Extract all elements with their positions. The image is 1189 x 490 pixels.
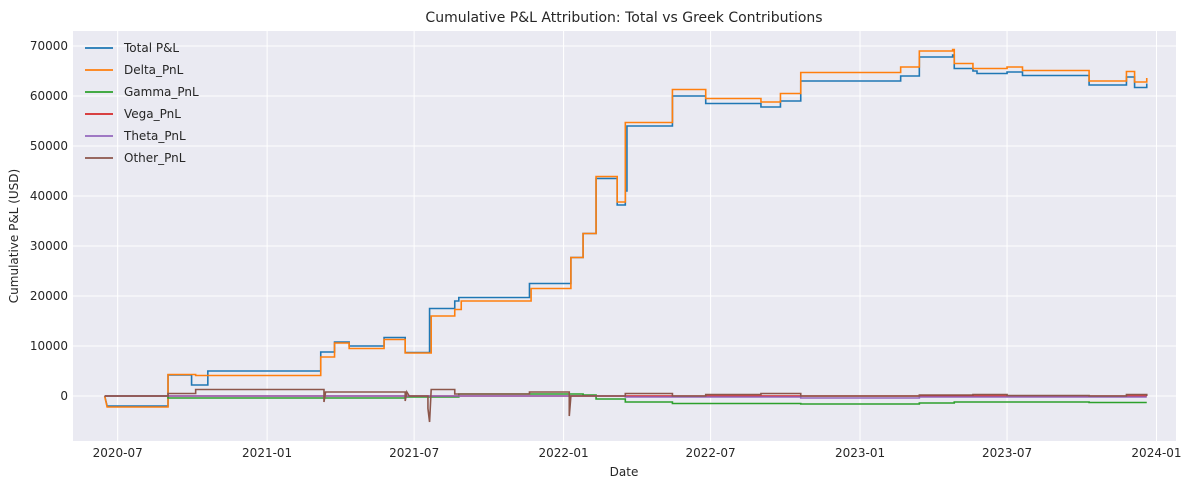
series-line-delta-pnl — [103, 48, 1148, 408]
chart-title: Cumulative P&L Attribution: Total vs Gre… — [425, 10, 822, 26]
series-line-other-pnl — [104, 388, 1148, 423]
y-tick-label: 10000 — [30, 339, 68, 353]
plot-background — [73, 31, 1176, 441]
x-axis-label: Date — [610, 465, 639, 479]
x-tick-label: 2023-07 — [982, 446, 1032, 460]
x-tick-label: 2021-01 — [242, 446, 292, 460]
legend-label-delta-pnl: Delta_PnL — [124, 63, 184, 77]
x-tick-label: 2022-01 — [539, 446, 589, 460]
y-tick-label: 20000 — [30, 289, 68, 303]
series-line-total-p-l — [103, 54, 1148, 407]
y-tick-label: 40000 — [30, 189, 68, 203]
series-layer — [103, 48, 1148, 423]
y-axis-label: Cumulative P&L (USD) — [7, 169, 21, 303]
x-axis-ticks: 2020-07 2021-01 2021-07 2022-01 2022-07 2023-… — [93, 446, 1182, 460]
y-tick-label: 50000 — [30, 139, 68, 153]
legend-label-other-pnl: Other_PnL — [124, 151, 186, 165]
x-tick-label: 2020-07 — [93, 446, 143, 460]
y-tick-label: 70000 — [30, 39, 68, 53]
y-tick-label: 60000 — [30, 89, 68, 103]
y-axis-ticks: 0 10000 20000 30000 40000 50000 60000 70000 — [30, 39, 68, 403]
x-tick-label: 2022-07 — [686, 446, 736, 460]
legend-label-gamma-pnl: Gamma_PnL — [124, 85, 199, 99]
x-tick-label: 2023-01 — [835, 446, 885, 460]
grid — [73, 31, 1176, 441]
legend-label-vega-pnl: Vega_PnL — [124, 107, 181, 121]
y-tick-label: 0 — [60, 389, 68, 403]
y-tick-label: 30000 — [30, 239, 68, 253]
x-tick-label: 2024-01 — [1131, 446, 1181, 460]
legend-label-total-p-l: Total P&L — [123, 41, 179, 55]
legend-label-theta-pnl: Theta_PnL — [123, 129, 186, 143]
x-tick-label: 2021-07 — [389, 446, 439, 460]
legend: Total P&L Delta_PnL Gamma_PnL Vega_PnL Theta… — [85, 41, 199, 165]
